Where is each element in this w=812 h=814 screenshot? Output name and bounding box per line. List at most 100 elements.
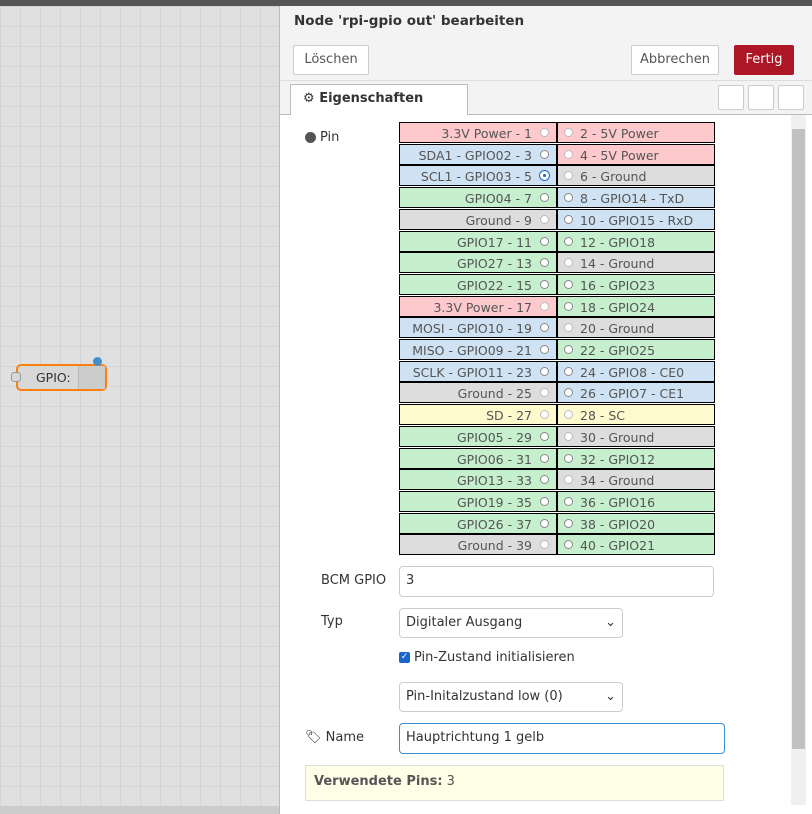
- pin-cell[interactable]: 4 - 5V Power: [557, 143, 715, 165]
- pin-cell[interactable]: MISO - GPIO09 - 21: [399, 339, 557, 360]
- info-label: Verwendete Pins:: [314, 774, 443, 789]
- pin-label: 6 - Ground: [580, 169, 647, 185]
- pin-cell[interactable]: 24 - GPIO8 - CE0: [557, 360, 715, 382]
- pin-radio: [540, 301, 549, 311]
- pin-cell[interactable]: GPIO19 - 35: [399, 490, 557, 512]
- pin-cell[interactable]: 10 - GPIO15 - RxD: [557, 208, 715, 230]
- pin-label: 12 - GPIO18: [580, 234, 656, 250]
- pin-radio: [540, 128, 549, 137]
- pin-label: SCL1 - GPIO03 - 5: [420, 169, 532, 185]
- pin-radio: [540, 453, 549, 463]
- pin-cell[interactable]: 30 - Ground: [557, 425, 715, 447]
- pin-cell[interactable]: 3.3V Power - 1: [399, 122, 557, 143]
- pin-cell[interactable]: SDA1 - GPIO02 - 3: [399, 143, 557, 165]
- flow-node[interactable]: GPIO:: [16, 364, 107, 391]
- type-select[interactable]: Digitaler Ausgang ⌄: [399, 608, 623, 638]
- pin-radio: [540, 171, 549, 181]
- pin-cell[interactable]: SCL1 - GPIO03 - 5: [399, 165, 557, 187]
- pin-label: Ground - 25: [457, 386, 532, 402]
- pin-cell[interactable]: 22 - GPIO25: [557, 339, 715, 360]
- pin-cell[interactable]: GPIO06 - 31: [399, 447, 557, 469]
- pin-cell[interactable]: 36 - GPIO16: [557, 490, 715, 512]
- pin-label: 36 - GPIO16: [580, 494, 656, 510]
- pin-label: 8 - GPIO14 - TxD: [580, 191, 685, 207]
- done-button[interactable]: Fertig: [734, 45, 794, 75]
- name-text: Name: [325, 730, 364, 745]
- pin-radio: [564, 323, 573, 333]
- pin-cell[interactable]: 32 - GPIO12: [557, 447, 715, 469]
- pin-cell[interactable]: 8 - GPIO14 - TxD: [557, 187, 715, 209]
- pin-radio: [564, 128, 573, 137]
- appearance-tab[interactable]: [778, 85, 804, 110]
- pin-cell[interactable]: 40 - GPIO21: [557, 534, 715, 556]
- bcm-input[interactable]: 3: [399, 566, 714, 597]
- pin-label: 14 - Ground: [580, 256, 655, 272]
- pin-label: 16 - GPIO23: [580, 277, 656, 293]
- pin-radio: [564, 496, 573, 506]
- name-input[interactable]: Hauptrichtung 1 gelb: [399, 723, 725, 754]
- pin-cell[interactable]: 34 - Ground: [557, 469, 715, 491]
- pin-cell[interactable]: SD - 27: [399, 404, 557, 426]
- pin-radio: [564, 258, 573, 268]
- pin-cell[interactable]: 14 - Ground: [557, 252, 715, 274]
- pin-radio: [540, 540, 549, 550]
- pin-cell[interactable]: GPIO05 - 29: [399, 425, 557, 447]
- pin-cell[interactable]: 6 - Ground: [557, 165, 715, 187]
- pin-cell[interactable]: GPIO22 - 15: [399, 273, 557, 295]
- pin-label: 3.3V Power - 17: [433, 299, 532, 315]
- pin-cell[interactable]: 2 - 5V Power: [557, 122, 715, 143]
- pin-radio: [540, 518, 549, 528]
- v-scrollbar: [791, 115, 806, 805]
- pin-cell[interactable]: 38 - GPIO20: [557, 512, 715, 534]
- pin-radio: [540, 345, 549, 354]
- top-bar: [0, 0, 812, 6]
- pin-label: GPIO06 - 31: [456, 451, 532, 467]
- pin-cell[interactable]: GPIO17 - 11: [399, 230, 557, 252]
- pin-cell[interactable]: 20 - Ground: [557, 317, 715, 339]
- pin-label: 20 - Ground: [580, 321, 655, 337]
- init-checkbox[interactable]: ✓: [399, 652, 410, 663]
- description-tab[interactable]: [748, 85, 774, 110]
- pin-radio: [540, 431, 549, 441]
- pin-cell[interactable]: 16 - GPIO23: [557, 273, 715, 295]
- pin-label: GPIO17 - 11: [456, 234, 532, 250]
- pin-cell[interactable]: 26 - GPIO7 - CE1: [557, 382, 715, 404]
- pin-cell[interactable]: 12 - GPIO18: [557, 230, 715, 252]
- settings-tab[interactable]: [718, 85, 744, 110]
- pin-label: 38 - GPIO20: [580, 516, 656, 532]
- name-label: 🏷 Name: [305, 730, 364, 745]
- pin-radio: [564, 475, 573, 485]
- pin-radio: [564, 171, 573, 181]
- cancel-button[interactable]: Abbrechen: [631, 45, 719, 75]
- pin-cell[interactable]: Ground - 39: [399, 534, 557, 556]
- pin-table: 3.3V Power - 1 SDA1 - GPIO02 - 3 SCL1 - GP…: [399, 122, 715, 556]
- node-label: GPIO:: [36, 370, 71, 385]
- pin-label: 40 - GPIO21: [580, 538, 656, 554]
- pin-radio: [564, 431, 573, 441]
- init-select[interactable]: Pin-Initalzustand low (0) ⌄: [399, 682, 623, 712]
- pin-cell[interactable]: 18 - GPIO24: [557, 295, 715, 317]
- pin-radio: [540, 149, 549, 159]
- pin-cell[interactable]: 3.3V Power - 17: [399, 295, 557, 317]
- properties-tab[interactable]: ⚙ Eigenschaften: [290, 84, 468, 115]
- pin-radio: [540, 388, 549, 398]
- pin-radio: [540, 214, 549, 224]
- pin-label: Ground - 39: [457, 538, 532, 554]
- pin-radio: [564, 193, 573, 203]
- pin-cell[interactable]: GPIO13 - 33: [399, 469, 557, 491]
- info-box: Verwendete Pins: 3: [305, 765, 724, 801]
- editor-tray: Node 'rpi-gpio out' bearbeiten Löschen A…: [279, 6, 812, 814]
- node-icon: [78, 366, 105, 389]
- pin-cell[interactable]: SCLK - GPIO11 - 23: [399, 360, 557, 382]
- pin-cell[interactable]: MOSI - GPIO10 - 19: [399, 317, 557, 339]
- pin-label: 22 - GPIO25: [580, 343, 656, 358]
- pin-cell[interactable]: 28 - SC: [557, 404, 715, 426]
- h-scrollbar: [0, 806, 281, 814]
- pin-cell[interactable]: GPIO26 - 37: [399, 512, 557, 534]
- pin-cell[interactable]: GPIO27 - 13: [399, 252, 557, 274]
- delete-button[interactable]: Löschen: [293, 45, 369, 75]
- pin-cell[interactable]: Ground - 9: [399, 208, 557, 230]
- pin-cell[interactable]: Ground - 25: [399, 382, 557, 404]
- pin-cell[interactable]: GPIO04 - 7: [399, 187, 557, 209]
